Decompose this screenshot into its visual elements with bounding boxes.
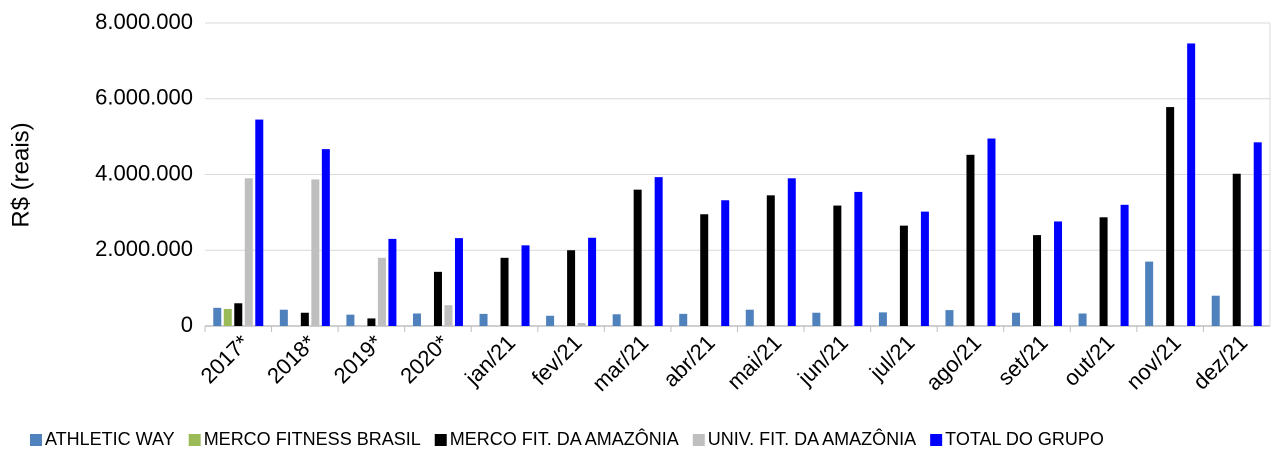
legend-label: UNIV. FIT. DA AMAZÔNIA: [708, 428, 916, 449]
x-tick-label: out/21: [1058, 330, 1119, 391]
y-axis-label: R$ (reais): [7, 122, 34, 227]
x-tick-label: dez/21: [1188, 330, 1252, 394]
legend-swatch: [30, 434, 42, 446]
legend-swatch: [692, 434, 705, 446]
y-tick-label: 6.000.000: [95, 85, 193, 110]
bar: [1211, 295, 1220, 326]
y-tick-label: 0: [181, 312, 193, 337]
x-tick-label: mar/21: [587, 330, 653, 396]
bar: [433, 271, 442, 326]
bar: [1145, 261, 1154, 326]
legend-label: MERCO FIT. DA AMAZÔNIA: [450, 428, 679, 449]
bar: [500, 257, 509, 326]
bar: [346, 314, 355, 326]
bar: [612, 314, 621, 326]
bar: [223, 308, 232, 326]
bar: [700, 214, 709, 326]
bar: [721, 200, 730, 326]
bar: [854, 191, 863, 326]
bar: [787, 178, 796, 326]
bar: [521, 245, 530, 326]
y-tick-label: 2.000.000: [95, 236, 193, 261]
legend-label: ATHLETIC WAY: [45, 429, 175, 449]
bar: [633, 189, 642, 326]
x-tick-label: mai/21: [722, 330, 786, 394]
x-tick-label: 2019*: [329, 330, 388, 389]
x-tick-label: set/21: [993, 330, 1053, 390]
bar: [812, 312, 821, 326]
x-tick-label: jul/21: [864, 330, 920, 386]
legend-swatch: [930, 434, 943, 446]
bar: [454, 238, 463, 326]
x-tick-label: abr/21: [658, 330, 720, 392]
bar: [255, 119, 264, 326]
bar: [444, 305, 453, 326]
legend-label: MERCO FITNESS BRASIL: [204, 429, 421, 449]
bar: [878, 312, 887, 326]
x-tick-label: 2018*: [262, 330, 321, 389]
bar: [311, 179, 320, 326]
bar: [833, 205, 842, 326]
bar: [745, 309, 754, 326]
bar: [945, 310, 954, 326]
bar: [546, 315, 555, 326]
x-tick-label: 2020*: [395, 330, 454, 389]
x-tick-label: jun/21: [792, 330, 853, 391]
bar: [1012, 312, 1021, 326]
bar: [1054, 221, 1063, 326]
bar: [367, 318, 376, 326]
bar: [766, 195, 775, 326]
bar: [899, 225, 908, 326]
bar: [1166, 107, 1175, 327]
bar: [377, 257, 386, 326]
x-tick-label: fev/21: [527, 330, 587, 390]
bar: [479, 313, 488, 326]
bar: [577, 322, 586, 326]
legend-swatch: [188, 434, 201, 446]
bar: [1187, 43, 1196, 326]
bar: [654, 177, 663, 326]
bar: [234, 303, 243, 326]
x-tick-label: jan/21: [459, 330, 520, 391]
bar: [1033, 235, 1042, 326]
bar: [987, 138, 996, 326]
bar: [388, 238, 397, 326]
bar: [1232, 173, 1241, 326]
bar: [1099, 217, 1108, 326]
legend-label: TOTAL DO GRUPO: [945, 429, 1104, 449]
bar: [1120, 204, 1129, 326]
y-tick-label: 8.000.000: [95, 9, 193, 34]
bar: [567, 250, 576, 326]
bar: [588, 237, 597, 326]
bar: [1253, 142, 1262, 326]
bar: [213, 307, 222, 326]
bar: [300, 312, 309, 326]
bar: [966, 154, 975, 326]
x-tick-label: ago/21: [921, 330, 986, 395]
bar: [920, 211, 929, 326]
bar: [1078, 313, 1087, 326]
bar: [321, 149, 330, 326]
bar: [679, 313, 688, 326]
x-tick-label: nov/21: [1121, 330, 1185, 394]
legend-swatch: [434, 434, 447, 446]
y-tick-label: 4.000.000: [95, 160, 193, 185]
bar: [412, 313, 421, 326]
bar: [244, 178, 253, 326]
bar: [279, 309, 288, 326]
x-tick-label: 2017*: [196, 330, 255, 389]
